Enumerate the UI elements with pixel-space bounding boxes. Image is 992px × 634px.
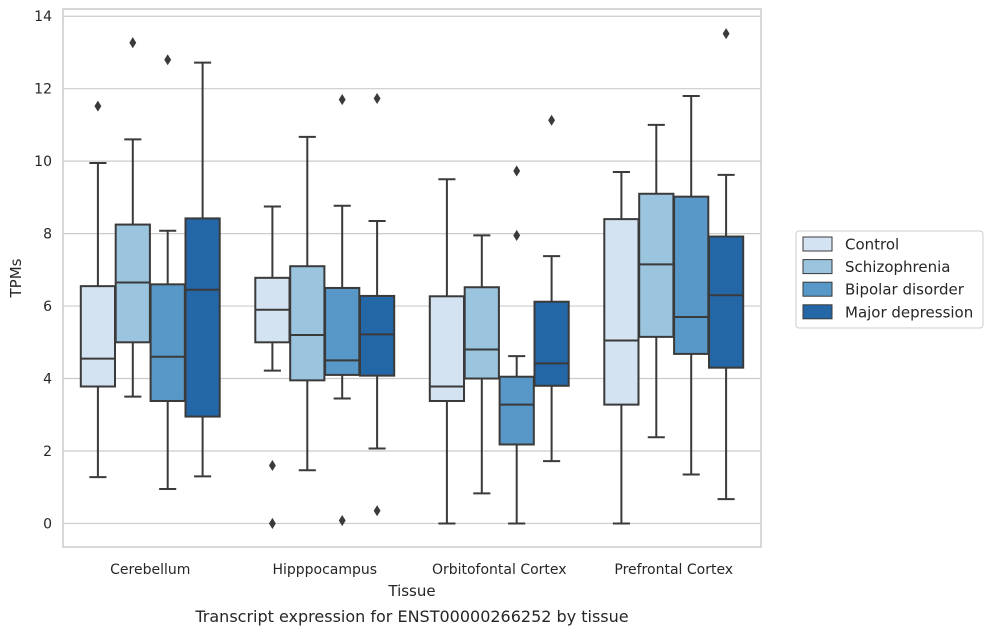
box-iqr [533,300,570,387]
box-plot [603,171,640,525]
box-plot [638,123,675,439]
x-tick-label: Hipppocampus [272,562,377,578]
box-iqr [707,235,745,369]
box-plot [533,114,570,463]
box-plot [498,165,535,525]
y-tick-label: 14 [34,9,52,25]
outlier-marker [513,165,521,177]
legend-label: Bipolar disorder [845,281,965,299]
legend-label: Control [845,236,899,254]
box-iqr [428,295,466,402]
box-plot [254,205,291,529]
box-plot [463,234,500,495]
box-iqr [184,217,221,418]
box-plot [289,135,326,472]
legend-swatch [802,236,833,252]
y-tick-label: 10 [34,154,52,170]
outlier-marker [513,229,521,241]
y-tick-label: 12 [34,82,52,98]
outlier-marker [373,505,381,517]
y-axis-label: TPMs [7,258,25,298]
box-iqr [673,195,710,355]
box-iqr [603,218,640,406]
legend-label: Schizophrenia [845,258,950,276]
x-axis-ticks: Cerebellum Hipppocampus Orbitofontal Corte… [110,562,733,578]
legend-label: Major depression [845,303,973,321]
box-iqr [498,375,535,446]
outlier-marker [129,37,137,49]
outlier-marker [268,517,276,529]
legend-swatch [802,259,833,275]
outlier-marker [373,92,381,105]
box-iqr [463,286,500,380]
box-plot [149,54,186,491]
legend: Control Schizophrenia Bipolar disorder Majo… [795,230,984,329]
x-tick-label: Prefrontal Cortex [614,562,733,578]
x-tick-label: Cerebellum [110,562,190,578]
box-plots [79,28,745,529]
box-plot [79,100,117,479]
y-tick-label: 4 [43,372,52,388]
box-plot [184,61,221,478]
box-iqr [358,294,396,377]
x-axis-label: Tissue [387,582,435,600]
y-axis-ticks: 0 2 4 6 8 10 12 14 [34,9,52,532]
box-plot [114,37,151,398]
box-plot [428,178,466,525]
outlier-marker [338,515,346,527]
outlier-marker [94,100,102,112]
box-iqr [149,283,186,402]
legend-frame [795,230,984,329]
box-plot [324,94,361,527]
x-tick-label: Orbitofontal Cortex [432,562,567,578]
box-iqr [289,265,326,382]
outlier-marker [722,28,730,40]
box-plot [673,94,710,476]
outlier-marker [164,54,172,66]
chart-caption: Transcript expression for ENST0000026625… [194,607,628,626]
y-tick-label: 0 [43,516,52,532]
outlier-marker [268,459,276,472]
box-plot [707,28,745,501]
plot-frame [62,8,762,548]
y-tick-label: 6 [43,299,52,315]
outlier-marker [338,94,346,106]
legend-swatch [802,281,833,297]
box-plot [358,92,396,517]
y-tick-label: 8 [43,227,52,243]
y-tick-label: 2 [43,444,52,460]
legend-swatch [802,304,833,320]
outlier-marker [548,114,556,126]
box-iqr [79,285,117,388]
box-iqr [324,286,361,376]
